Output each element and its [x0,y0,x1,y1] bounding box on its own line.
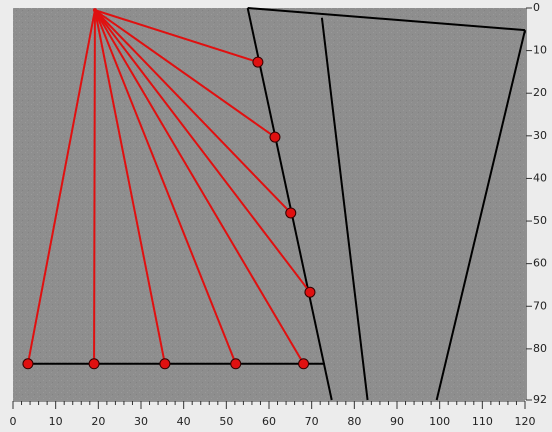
receiver-point [299,359,309,369]
y-tick-label: 80 [533,342,547,355]
x-tick-label: 50 [219,415,233,428]
y-tick-label: 30 [533,129,547,142]
receiver-point [231,359,241,369]
y-tick-label: 20 [533,86,547,99]
y-tick-label: 0 [533,1,540,14]
plot-background [13,8,525,400]
y-tick-label: 60 [533,257,547,270]
x-tick-label: 120 [515,415,536,428]
source-point [93,8,97,12]
y-tick-label: 70 [533,299,547,312]
x-tick-label: 20 [91,415,105,428]
receiver-point [286,208,296,218]
receiver-point [270,132,280,142]
x-tick-label: 70 [305,415,319,428]
x-tick-label: 90 [390,415,404,428]
x-tick-label: 0 [10,415,17,428]
receiver-point [253,57,263,67]
y-tick-label: 92 [533,393,547,406]
x-tick-label: 110 [472,415,493,428]
y-tick-label: 40 [533,171,547,184]
x-tick-label: 100 [429,415,450,428]
receiver-point [160,359,170,369]
receiver-point [305,287,315,297]
ray [94,10,95,364]
receiver-point [89,359,99,369]
y-tick-label: 50 [533,214,547,227]
x-tick-label: 40 [177,415,191,428]
x-tick-label: 10 [49,415,63,428]
x-tick-label: 30 [134,415,148,428]
receiver-point [23,359,33,369]
page: {"chart_data": {"type": "scatter", "xlim… [0,0,552,432]
chart: 0 10 20 30 40 50 60 70 80 90 100 110 120 0 10 20 30 40 50 6… [0,0,552,432]
x-tick-label: 80 [347,415,361,428]
x-tick-label: 60 [262,415,276,428]
y-tick-label: 10 [533,44,547,57]
